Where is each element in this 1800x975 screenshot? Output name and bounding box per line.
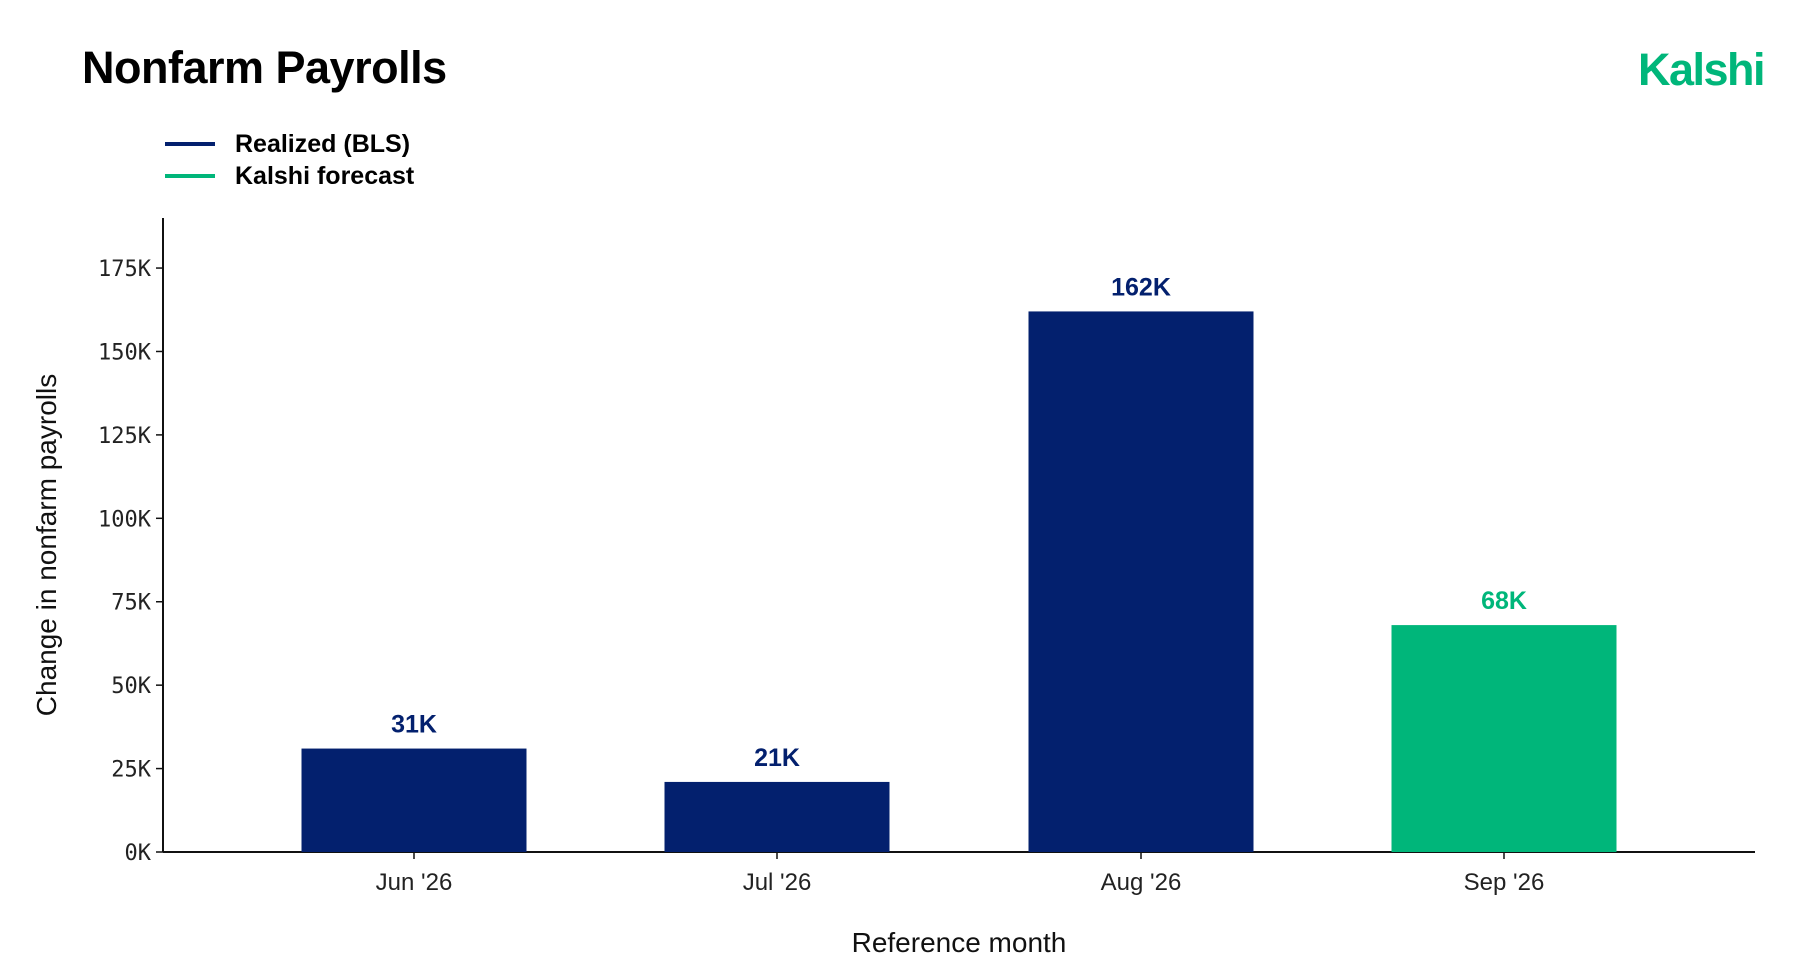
data-labels: 31K 21K 162K 68K xyxy=(391,273,1527,771)
y-axis-title: Change in nonfarm payrolls xyxy=(31,374,62,716)
bars xyxy=(301,311,1617,852)
legend-item-realized: Realized (BLS) xyxy=(165,128,414,160)
bar-forecast xyxy=(1391,625,1617,852)
x-tick-label: Jul '26 xyxy=(743,869,812,896)
legend-swatch-forecast xyxy=(165,174,215,178)
y-tick-label: 50K xyxy=(111,674,151,699)
bar-value-label: 21K xyxy=(754,744,800,772)
y-tick-label: 175K xyxy=(98,257,152,282)
y-tick-label: 100K xyxy=(98,507,152,532)
bar-realized xyxy=(1028,311,1254,852)
x-tick-label: Aug '26 xyxy=(1101,869,1182,896)
y-tick-label: 25K xyxy=(111,758,151,783)
y-tick-label: 0K xyxy=(125,841,152,866)
x-tick-label: Jun '26 xyxy=(376,869,453,896)
x-axis: Jun '26 Jul '26 Aug '26 Sep '26 xyxy=(163,851,1755,896)
x-tick-label: Sep '26 xyxy=(1464,869,1545,896)
legend-swatch-realized xyxy=(165,142,215,146)
chart-title: Nonfarm Payrolls xyxy=(82,42,447,93)
legend: Realized (BLS) Kalshi forecast xyxy=(165,128,414,192)
bar-realized xyxy=(664,781,890,852)
x-axis-title: Reference month xyxy=(852,927,1067,958)
bar-value-label: 68K xyxy=(1481,587,1527,615)
y-tick-label: 150K xyxy=(98,340,152,365)
y-tick-label: 75K xyxy=(111,591,151,616)
y-tick-label: 125K xyxy=(98,424,152,449)
legend-item-forecast: Kalshi forecast xyxy=(165,160,414,192)
y-axis: 0K 25K 50K 75K 100K 125K 150K 175K xyxy=(98,218,164,866)
legend-label-forecast: Kalshi forecast xyxy=(235,161,415,190)
legend-label-realized: Realized (BLS) xyxy=(235,129,411,158)
bar-value-label: 162K xyxy=(1111,273,1171,301)
bar-realized xyxy=(301,748,527,852)
kalshi-logo: Kalshi xyxy=(1637,44,1766,95)
bar-value-label: 31K xyxy=(391,711,437,739)
